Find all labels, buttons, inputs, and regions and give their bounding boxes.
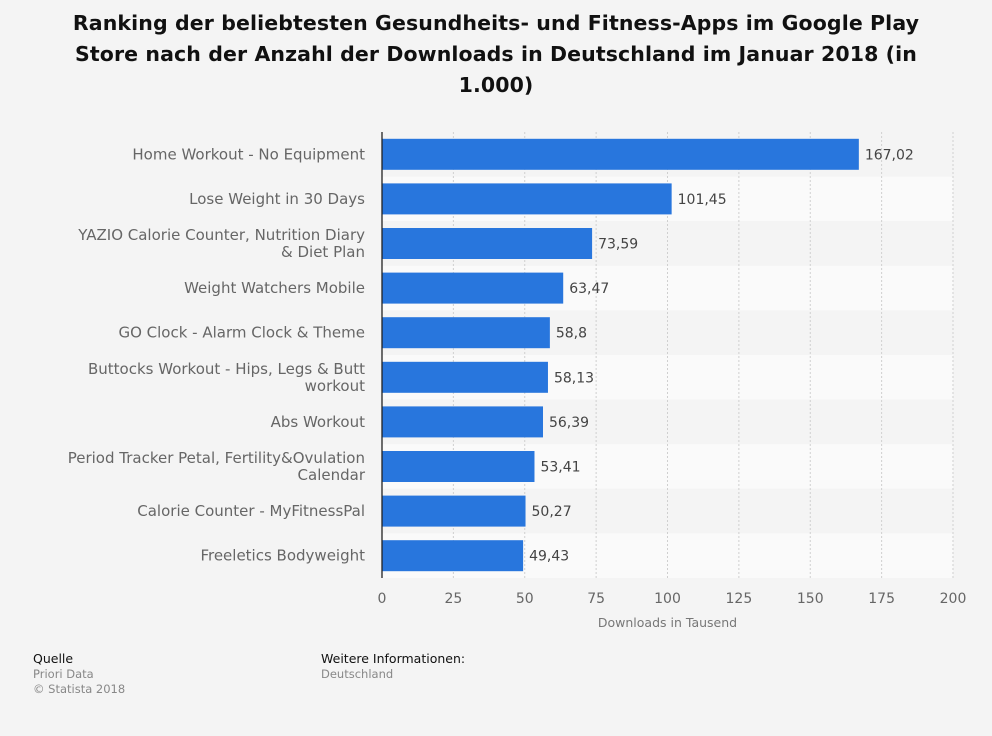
source-heading: Quelle bbox=[33, 651, 74, 666]
category-label: YAZIO Calorie Counter, Nutrition Diary & … bbox=[77, 226, 365, 261]
x-tick-label: 75 bbox=[587, 591, 605, 607]
info-block: Weitere Informationen: Deutschland bbox=[321, 651, 465, 682]
x-tick-label: 0 bbox=[378, 591, 387, 607]
info-line-region: Deutschland bbox=[321, 667, 394, 681]
data-label: 50,27 bbox=[532, 504, 572, 520]
data-label: 58,13 bbox=[554, 370, 594, 386]
category-label: Weight Watchers Mobile bbox=[184, 279, 365, 297]
bar bbox=[382, 183, 672, 215]
data-label: 49,43 bbox=[529, 549, 569, 565]
data-label: 53,41 bbox=[540, 460, 580, 476]
bar bbox=[382, 138, 859, 170]
bar bbox=[382, 540, 524, 572]
source-block: Quelle Priori Data © Statista 2018 bbox=[33, 651, 125, 697]
category-label: Home Workout - No Equipment bbox=[132, 145, 365, 163]
data-label: 167,02 bbox=[865, 147, 914, 163]
data-label: 73,59 bbox=[598, 237, 638, 253]
bar bbox=[382, 317, 550, 349]
bar bbox=[382, 228, 593, 259]
data-label: 101,45 bbox=[678, 192, 727, 208]
bar bbox=[382, 495, 526, 527]
category-label: Calorie Counter - MyFitnessPal bbox=[137, 502, 365, 520]
bar bbox=[382, 406, 543, 438]
x-tick-label: 200 bbox=[940, 591, 967, 607]
x-tick-label: 50 bbox=[516, 591, 534, 607]
source-line-copyright: © Statista 2018 bbox=[33, 682, 126, 696]
data-label: 56,39 bbox=[549, 415, 589, 431]
info-heading: Weitere Informationen: bbox=[321, 651, 466, 666]
x-tick-label: 25 bbox=[444, 591, 462, 607]
x-tick-label: 150 bbox=[797, 591, 824, 607]
category-label: Period Tracker Petal, Fertility&Ovulatio… bbox=[68, 449, 366, 484]
category-label: Freeletics Bodyweight bbox=[200, 547, 365, 565]
category-label: GO Clock - Alarm Clock & Theme bbox=[118, 324, 365, 342]
bar bbox=[382, 451, 535, 482]
category-label: Lose Weight in 30 Days bbox=[189, 190, 365, 208]
source-line-publisher: Priori Data bbox=[33, 667, 94, 681]
x-axis-title: Downloads in Tausend bbox=[598, 615, 737, 630]
bar bbox=[382, 361, 548, 393]
data-label: 58,8 bbox=[556, 326, 587, 342]
bar bbox=[382, 272, 564, 304]
x-tick-label: 100 bbox=[654, 591, 681, 607]
category-label: Buttocks Workout - Hips, Legs & Butt work… bbox=[88, 360, 365, 395]
x-tick-label: 125 bbox=[726, 591, 753, 607]
chart-title: Ranking der beliebtesten Gesundheits- un… bbox=[72, 11, 920, 97]
data-label: 63,47 bbox=[569, 281, 609, 297]
category-label: Abs Workout bbox=[271, 413, 365, 431]
x-tick-label: 175 bbox=[868, 591, 895, 607]
bar-chart: 167,02 Home Workout - No Equipment 101,45 L… bbox=[68, 132, 967, 630]
